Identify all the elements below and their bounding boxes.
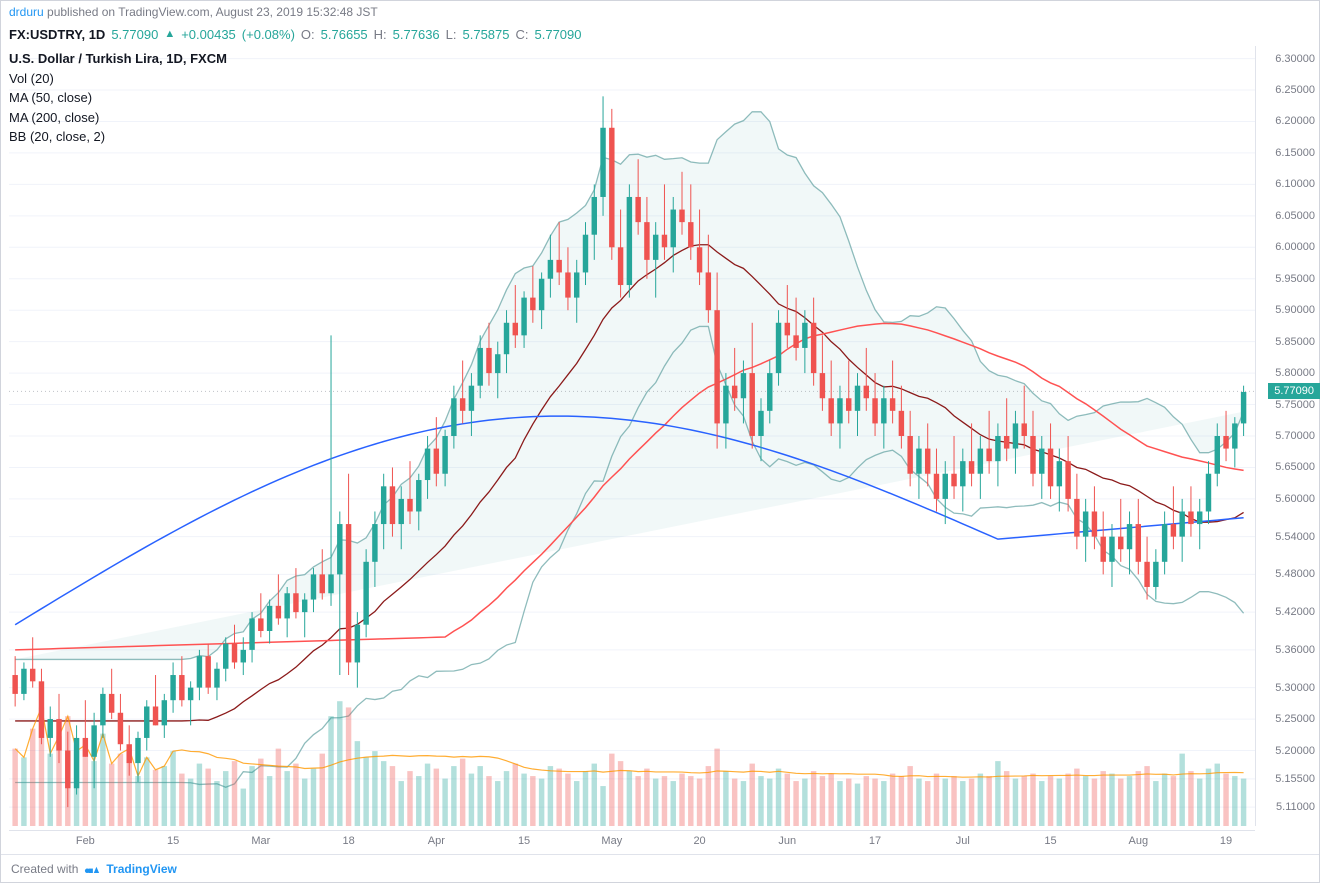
ohlc-h-label: H: [374,27,387,42]
ohlc-l-label: L: [446,27,457,42]
y-tick: 5.20000 [1275,745,1315,757]
y-tick: 5.54000 [1275,531,1315,543]
status-row: FX:USDTRY, 1D 5.77090 ▲ +0.00435 (+0.08%… [1,23,590,45]
y-tick: 6.15000 [1275,147,1315,159]
x-tick: Mar [251,835,270,847]
y-tick: 5.60000 [1275,493,1315,505]
chart-svg [9,46,1255,826]
legend: U.S. Dollar / Turkish Lira, 1D, FXCM Vol… [9,49,227,147]
y-tick: 5.36000 [1275,644,1315,656]
symbol-label: FX:USDTRY, 1D [9,27,105,42]
y-tick: 5.15500 [1275,773,1315,785]
x-tick: 15 [1044,835,1056,847]
tradingview-logo-icon [84,863,100,875]
change-pct: (+0.08%) [242,27,295,42]
x-tick: Aug [1129,835,1149,847]
created-with-label: Created with [11,862,78,876]
brand-label: TradingView [106,862,176,876]
x-tick: 15 [518,835,530,847]
y-tick: 6.10000 [1275,178,1315,190]
x-tick: Feb [76,835,95,847]
y-tick: 5.30000 [1275,682,1315,694]
legend-ma200: MA (200, close) [9,108,227,128]
price-tag: 5.77090 [1268,383,1320,399]
attribution: Created with TradingView [1,854,1319,882]
chart-area[interactable] [9,46,1255,826]
y-tick: 5.95000 [1275,273,1315,285]
last-price: 5.77090 [111,27,158,42]
published-prefix: published on TradingView.com, [47,5,213,19]
y-axis[interactable]: 5.11000 5.15500 5.20000 5.25000 5.30000 5.360… [1255,46,1319,826]
up-arrow-icon: ▲ [164,28,175,40]
x-tick: 19 [1220,835,1232,847]
y-tick: 5.48000 [1275,568,1315,580]
y-tick: 5.85000 [1275,336,1315,348]
legend-title: U.S. Dollar / Turkish Lira, 1D, FXCM [9,49,227,69]
legend-ma50: MA (50, close) [9,88,227,108]
x-tick: Apr [428,835,445,847]
y-tick: 6.00000 [1275,241,1315,253]
change-abs: +0.00435 [181,27,236,42]
y-tick: 6.30000 [1275,53,1315,65]
y-tick: 6.20000 [1275,115,1315,127]
ohlc-h: 5.77636 [393,27,440,42]
y-tick: 6.25000 [1275,84,1315,96]
y-tick: 5.11000 [1276,801,1315,813]
y-tick: 5.42000 [1275,606,1315,618]
x-tick: 17 [869,835,881,847]
x-axis[interactable]: Feb 15 Mar 18 Apr 15 May 20 Jun 17 Jul 15 Aug 19 [9,830,1255,852]
x-tick: May [601,835,622,847]
ohlc-o-label: O: [301,27,315,42]
author-link[interactable]: drduru [9,5,44,19]
publish-meta: drduru published on TradingView.com, Aug… [1,1,1319,23]
y-tick: 6.05000 [1275,210,1315,222]
ohlc-c: 5.77090 [535,27,582,42]
y-tick: 5.65000 [1275,461,1315,473]
x-tick: Jun [778,835,796,847]
ohlc-o: 5.76655 [321,27,368,42]
x-tick: 15 [167,835,179,847]
x-tick: 20 [693,835,705,847]
y-tick: 5.80000 [1275,367,1315,379]
legend-bb: BB (20, close, 2) [9,127,227,147]
y-tick: 5.25000 [1275,713,1315,725]
y-tick: 5.75000 [1275,399,1315,411]
x-tick: Jul [956,835,970,847]
legend-vol: Vol (20) [9,69,227,89]
y-tick: 5.90000 [1275,304,1315,316]
published-date: August 23, 2019 15:32:48 JST [216,5,378,19]
y-tick: 5.70000 [1275,430,1315,442]
x-tick: 18 [342,835,354,847]
ohlc-c-label: C: [516,27,529,42]
ohlc-l: 5.75875 [463,27,510,42]
